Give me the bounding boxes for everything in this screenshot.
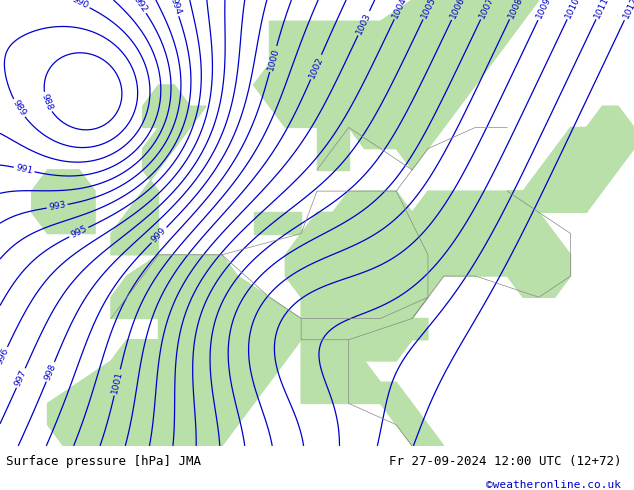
Text: Fr 27-09-2024 12:00 UTC (12+72): Fr 27-09-2024 12:00 UTC (12+72): [389, 455, 621, 468]
Text: 1004: 1004: [391, 0, 409, 20]
Text: ©weatheronline.co.uk: ©weatheronline.co.uk: [486, 480, 621, 490]
Text: 993: 993: [48, 200, 67, 212]
Polygon shape: [301, 361, 444, 467]
Polygon shape: [317, 127, 349, 170]
Text: 1003: 1003: [355, 11, 373, 36]
Text: 991: 991: [15, 163, 34, 176]
Text: 998: 998: [43, 362, 58, 381]
Text: 994: 994: [168, 0, 183, 16]
Text: 1012: 1012: [621, 0, 634, 20]
Text: Surface pressure [hPa] JMA: Surface pressure [hPa] JMA: [6, 455, 202, 468]
Text: 989: 989: [10, 98, 27, 118]
Text: 996: 996: [0, 347, 11, 366]
Polygon shape: [111, 255, 317, 425]
Polygon shape: [32, 170, 95, 234]
Polygon shape: [254, 0, 539, 170]
Text: 1010: 1010: [564, 0, 582, 20]
Polygon shape: [254, 212, 301, 234]
Polygon shape: [48, 340, 238, 446]
Text: 995: 995: [69, 224, 89, 240]
Text: 1001: 1001: [110, 370, 124, 394]
Text: 990: 990: [70, 0, 90, 11]
Text: 1008: 1008: [507, 0, 524, 20]
Text: 1009: 1009: [535, 0, 553, 20]
Text: 1002: 1002: [307, 55, 325, 79]
Text: 999: 999: [150, 226, 168, 245]
Text: 1007: 1007: [477, 0, 496, 20]
Text: 992: 992: [131, 0, 149, 14]
Text: 1005: 1005: [420, 0, 438, 20]
Polygon shape: [507, 106, 634, 212]
Polygon shape: [143, 85, 190, 127]
Text: 988: 988: [40, 93, 55, 112]
Text: 1006: 1006: [448, 0, 467, 20]
Polygon shape: [285, 191, 428, 340]
Polygon shape: [111, 106, 206, 255]
Text: 997: 997: [13, 368, 29, 388]
Text: 1000: 1000: [266, 47, 280, 71]
Polygon shape: [301, 318, 428, 361]
Text: 1011: 1011: [593, 0, 611, 20]
Polygon shape: [412, 191, 571, 318]
